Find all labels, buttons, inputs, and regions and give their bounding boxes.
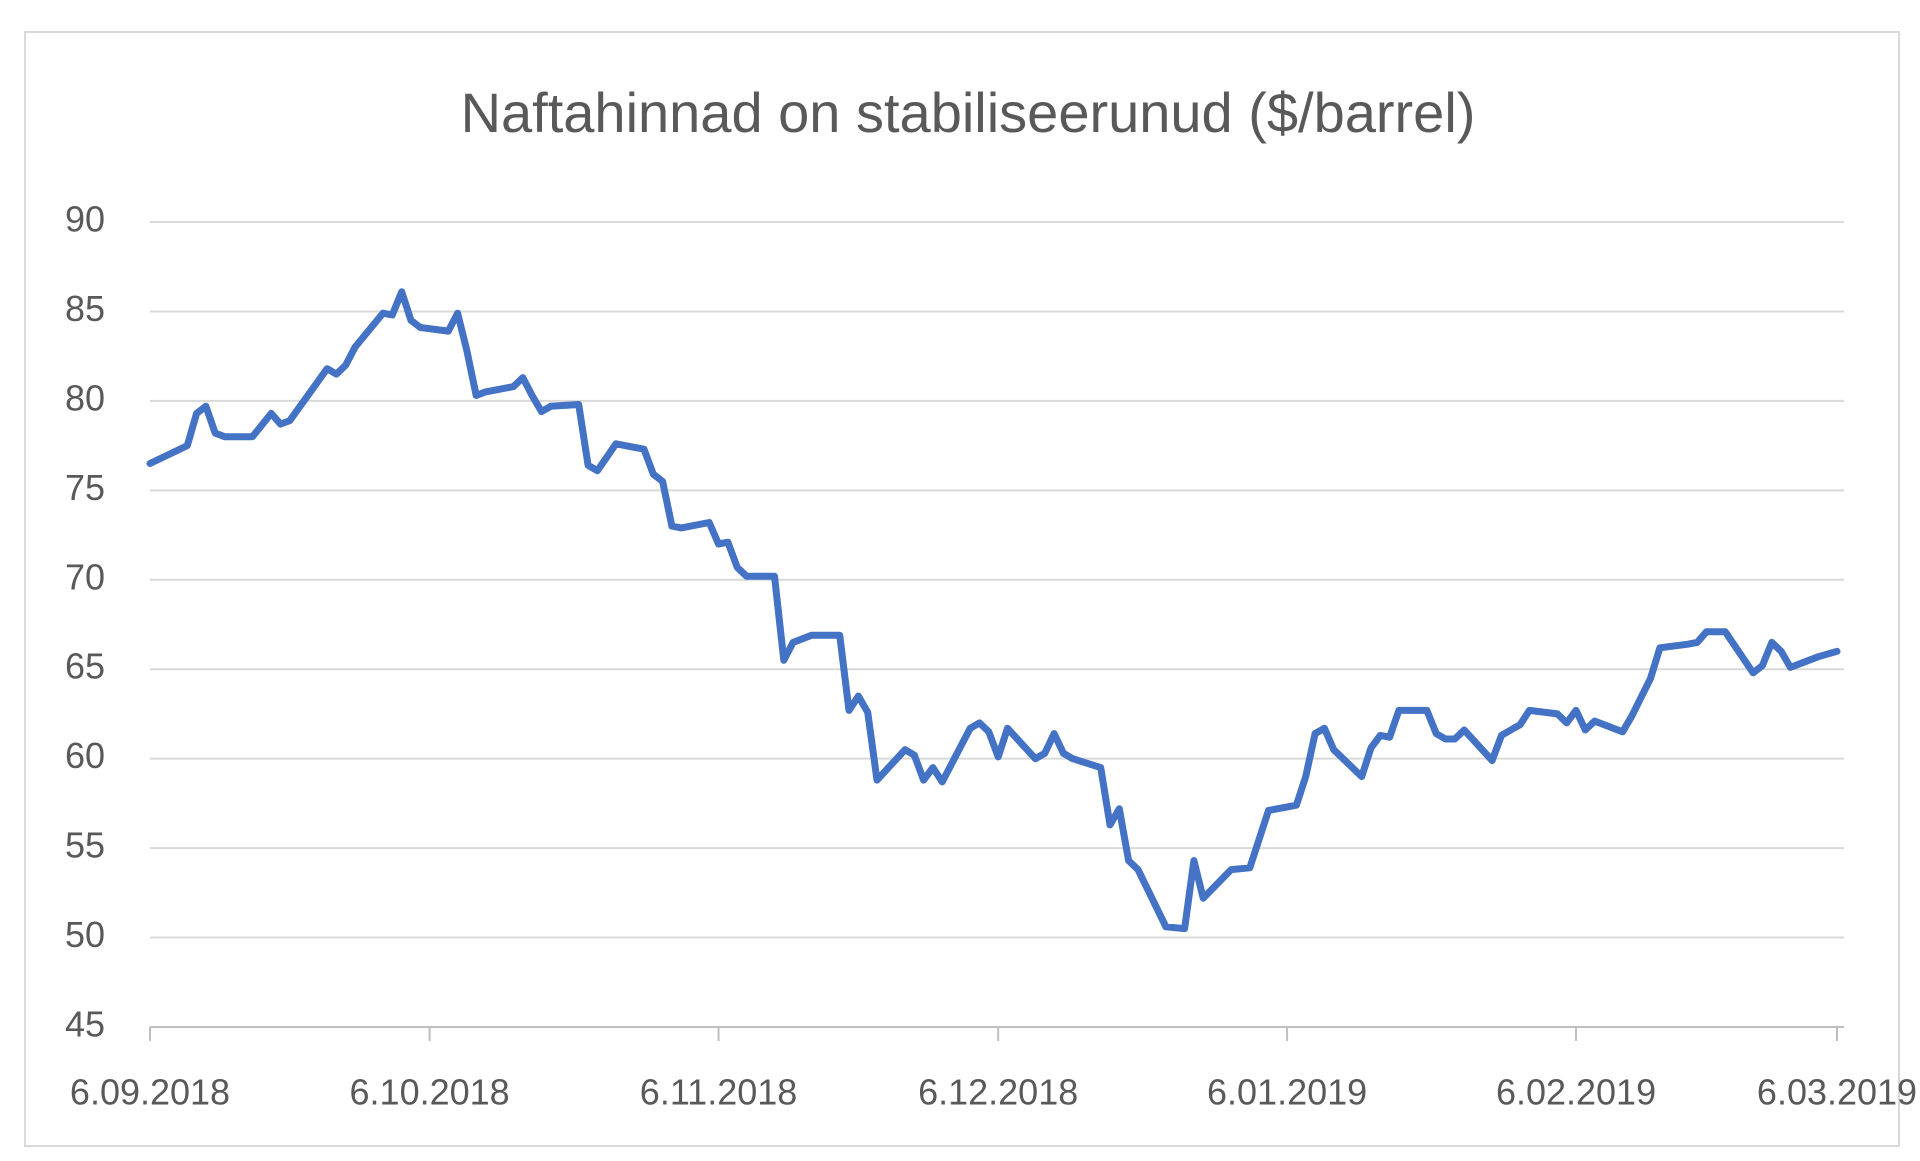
data-line (146, 288, 1841, 933)
y-tick-label: 85 (65, 288, 105, 329)
x-tick-label: 6.01.2019 (1207, 1072, 1367, 1113)
y-tick-label: 45 (65, 1004, 105, 1045)
x-tick-label: 6.10.2018 (350, 1072, 510, 1113)
x-tick-label: 6.03.2019 (1757, 1072, 1917, 1113)
x-tick-label: 6.11.2018 (640, 1072, 797, 1113)
chart-border (24, 31, 1900, 1147)
y-tick-label: 80 (65, 377, 105, 418)
y-tick-label: 75 (65, 467, 105, 508)
x-tick-label: 6.12.2018 (918, 1072, 1078, 1113)
y-tick-label: 65 (65, 646, 105, 687)
x-tick-label: 6.09.2018 (70, 1072, 230, 1113)
y-tick-label: 60 (65, 735, 105, 776)
y-tick-label: 50 (65, 914, 105, 955)
y-tick-label: 55 (65, 825, 105, 866)
y-tick-label: 90 (65, 199, 105, 240)
x-tick-label: 6.02.2019 (1496, 1072, 1656, 1113)
y-tick-label: 70 (65, 556, 105, 597)
chart-title: Naftahinnad on stabiliseerunud ($/barrel… (461, 81, 1476, 144)
